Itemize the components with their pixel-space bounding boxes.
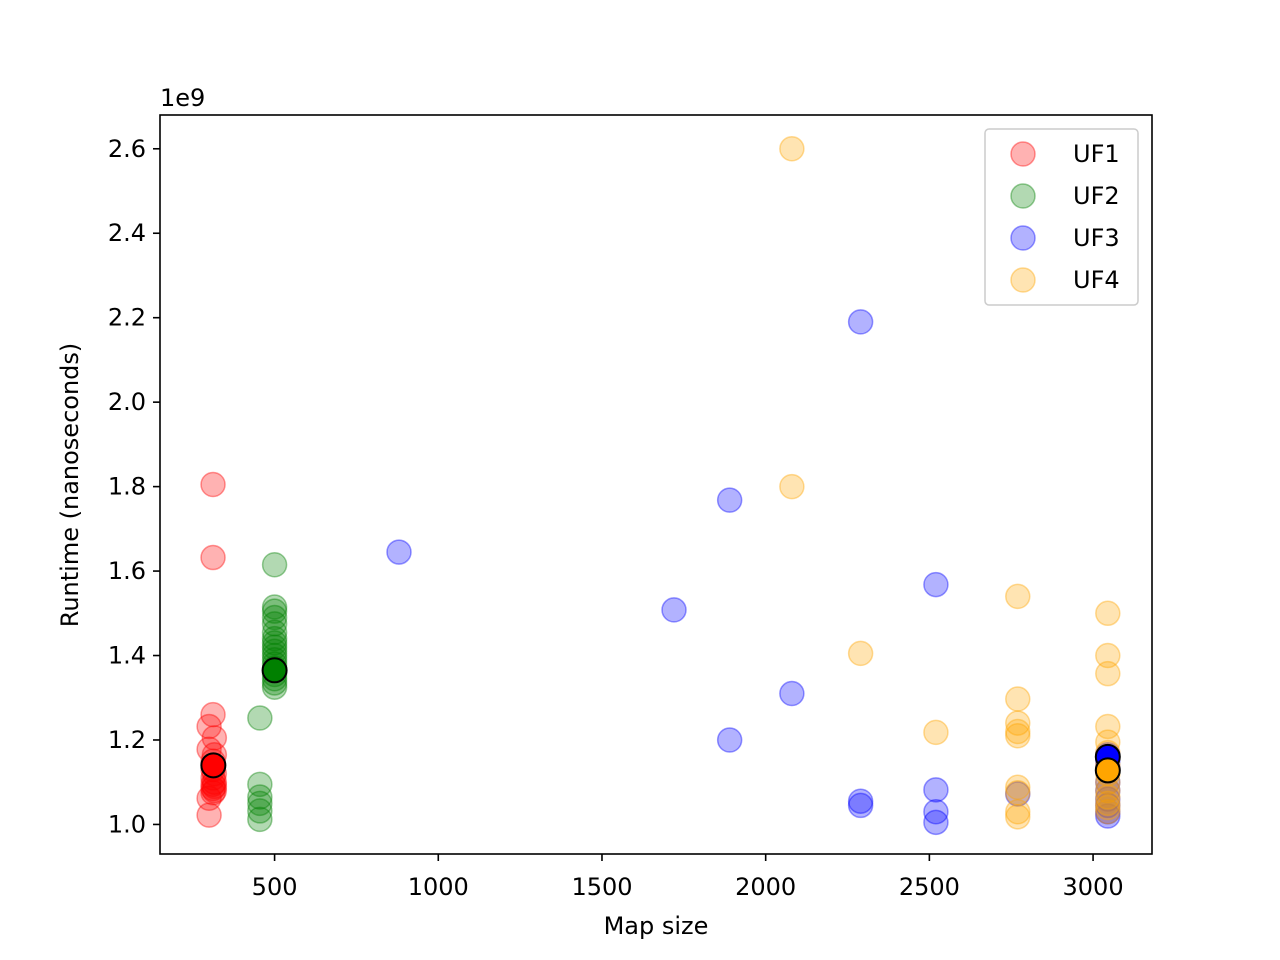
point-uf2-6 [261,625,288,652]
point-uf3-4 [661,597,687,623]
y-tick-label-1.8: 1.8 [108,473,146,501]
point-uf4-8 [1005,710,1031,736]
point-uf4-12 [1005,723,1031,749]
point-uf1-18 [196,802,222,828]
y-axis-label: Runtime (nanoseconds) [56,343,84,628]
point-uf4-26 [1005,804,1031,830]
point-uf4-5 [847,640,874,667]
y-tick-label-1.4: 1.4 [108,642,146,670]
point-uf2-0 [261,551,288,578]
point-uf3-6 [716,727,743,753]
point-uf3-14 [1095,799,1121,825]
point-uf3-13 [1095,792,1121,819]
point-uf3-21 [923,809,949,836]
legend-marker-uf1 [1010,141,1036,167]
point-uf4-1 [779,473,805,500]
point-uf3-15 [1095,803,1121,829]
point-uf1-15 [201,777,228,804]
point-uf2-21 [247,790,273,817]
x-tick-label-500: 500 [252,873,298,901]
point-uf2-20 [247,784,273,810]
point-uf1-16 [200,780,226,806]
point-uf2-7 [261,630,288,656]
point-uf4-21 [1095,784,1121,810]
y-axis-ticks: 1.0 1.2 1.4 1.6 1.8 2.0 2.2 2.4 2.6 [108,135,160,838]
point-uf2-5 [261,619,288,646]
point-uf2-19 [247,771,273,798]
legend-label-uf3: UF3 [1073,224,1120,252]
legend-label-uf1: UF1 [1073,140,1120,168]
mean-uf2 [261,657,288,684]
x-tick-label-1500: 1500 [571,873,632,901]
y-tick-label-1.2: 1.2 [108,726,146,754]
y-tick-label-2.2: 2.2 [108,304,146,332]
y-offset-label: 1e9 [160,84,205,112]
point-uf3-19 [847,792,874,819]
y-tick-label-2.6: 2.6 [108,135,146,163]
point-uf4-6 [1095,660,1121,687]
point-uf4-18 [1005,774,1031,801]
point-uf1-0 [200,471,226,498]
legend-label-uf4: UF4 [1073,266,1120,294]
point-uf4-22 [1095,790,1121,817]
point-uf4-24 [1095,799,1121,825]
point-uf3-18 [847,788,874,814]
y-tick-label-1.6: 1.6 [108,557,146,585]
point-uf3-2 [386,539,412,565]
legend-marker-uf2 [1010,183,1036,209]
legend-marker-uf4 [1010,267,1036,293]
x-tick-label-3000: 3000 [1063,873,1124,901]
point-uf3-1 [716,487,743,513]
point-uf4-23 [1095,794,1121,821]
point-uf4-4 [1095,642,1121,669]
mean-uf4 [1094,757,1121,784]
x-axis-ticks: 500 1000 1500 2000 2500 3000 [252,854,1124,901]
point-uf4-3 [1095,600,1121,627]
x-tick-label-2500: 2500 [899,873,960,901]
point-uf2-4 [261,611,288,637]
point-uf3-0 [847,309,874,335]
point-uf2-18 [247,705,273,731]
point-uf3-12 [1095,786,1121,812]
point-uf2-22 [247,798,273,824]
y-tick-label-2: 2.0 [108,388,146,416]
point-uf1-17 [196,785,222,812]
y-tick-label-1: 1.0 [108,810,146,838]
point-uf3-16 [923,777,949,803]
point-uf4-25 [1005,799,1031,825]
point-uf2-23 [247,806,273,833]
mean-uf1 [200,752,227,779]
point-uf4-10 [1005,718,1031,745]
point-uf1-3 [196,713,222,740]
point-uf4-2 [1005,583,1031,610]
legend-marker-uf3 [1010,225,1036,251]
point-uf2-3 [261,604,288,631]
plot-frame [159,114,1153,855]
point-uf3-17 [1005,781,1031,807]
points-layer [196,136,1121,836]
means-layer [200,657,1121,784]
x-tick-label-2000: 2000 [735,873,796,901]
y-tick-label-2.4: 2.4 [108,219,146,247]
point-uf4-11 [923,719,949,746]
x-tick-label-1000: 1000 [408,873,469,901]
point-uf1-1 [200,544,226,571]
point-uf3-3 [923,571,949,598]
point-uf4-0 [779,136,805,162]
point-uf2-1 [261,594,288,620]
point-uf1-4 [201,725,228,751]
point-uf4-9 [1095,713,1121,740]
legend: UF1 UF2 UF3 UF4 [984,128,1139,306]
legend-box [984,128,1139,306]
point-uf4-7 [1005,686,1031,712]
x-axis-label: Map size [604,912,709,940]
point-uf2-2 [261,598,288,624]
point-uf3-5 [779,680,805,707]
legend-label-uf2: UF2 [1073,182,1120,210]
point-uf3-20 [923,799,949,825]
point-uf4-19 [1005,780,1031,806]
point-uf1-2 [200,701,226,728]
